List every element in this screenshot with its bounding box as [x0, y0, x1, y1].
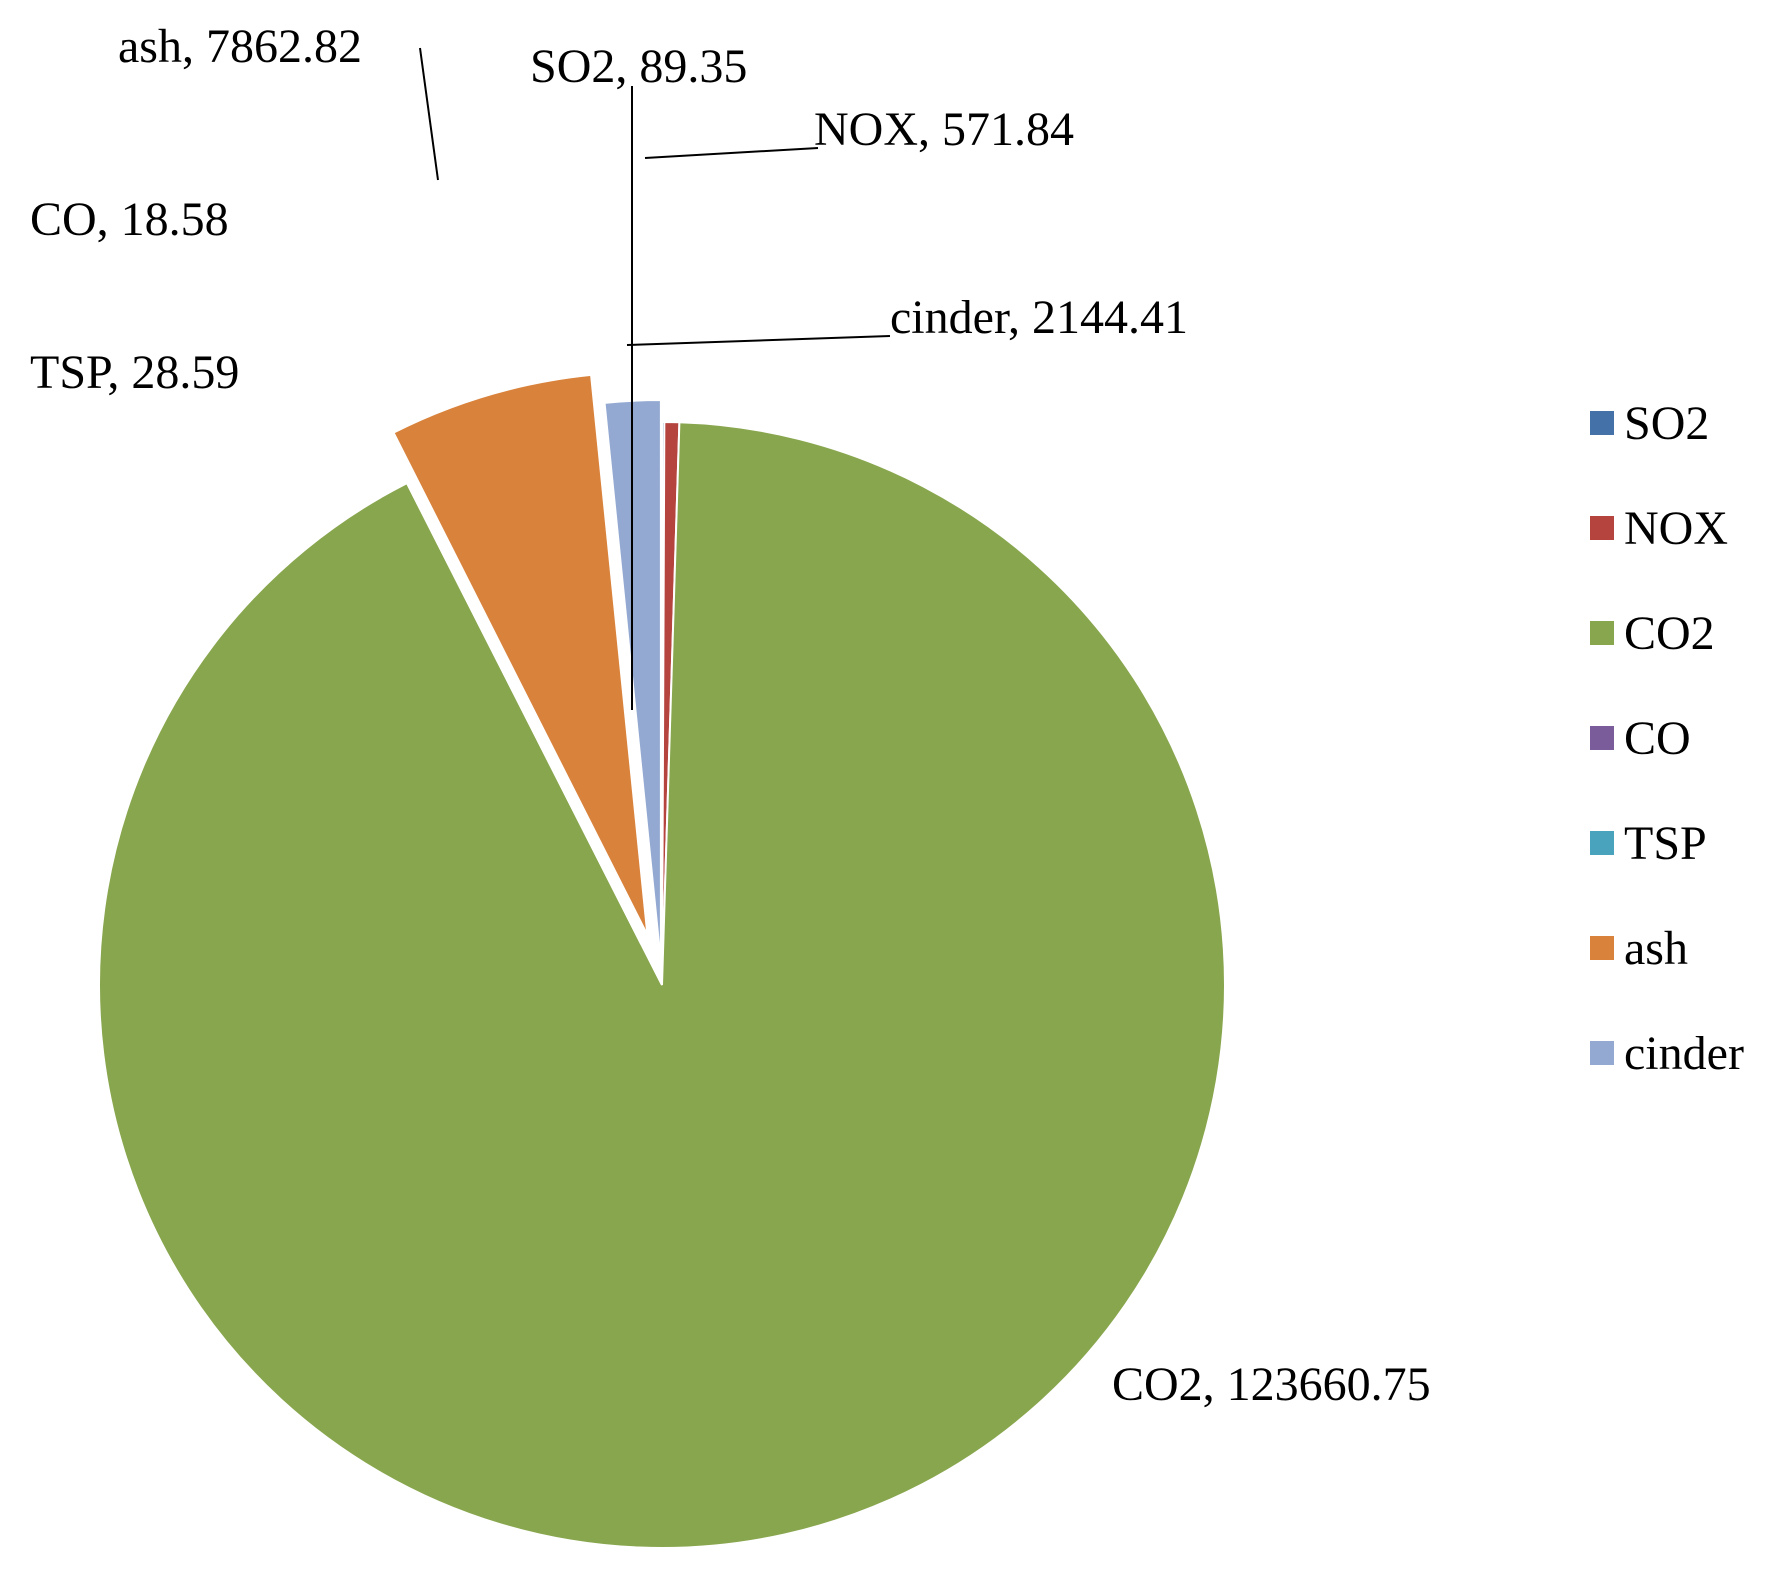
legend-swatch-co2	[1590, 621, 1614, 645]
data-label-cinder: cinder, 2144.41	[890, 291, 1188, 344]
data-label-nox: NOX, 571.84	[814, 103, 1074, 156]
pie-slice-tsp	[385, 440, 643, 945]
legend-swatch-so2	[1590, 411, 1614, 435]
legend-label-cinder: cinder	[1624, 1027, 1744, 1080]
slices-layer	[98, 373, 1226, 1549]
legend-label-nox: NOX	[1624, 502, 1728, 555]
legend-label-co2: CO2	[1624, 607, 1715, 660]
leader-line-ash	[419, 47, 439, 181]
legend-swatch-co	[1590, 726, 1614, 750]
legend-label-so2: SO2	[1624, 397, 1709, 450]
data-label-co2: CO2, 123660.75	[1112, 1358, 1431, 1411]
data-label-so2: SO2, 89.35	[530, 40, 747, 93]
legend-swatch-tsp	[1590, 831, 1614, 855]
data-label-tsp: TSP, 28.59	[30, 346, 239, 399]
pie-slice-ash	[392, 373, 649, 936]
legend-label-ash: ash	[1624, 922, 1688, 975]
legend-swatch-ash	[1590, 936, 1614, 960]
data-labels-layer: SO2, 89.35 NOX, 571.84 CO2, 123660.75 CO, 1…	[30, 20, 1431, 1411]
data-label-ash: ash, 7862.82	[118, 20, 362, 73]
legend-swatch-cinder	[1590, 1041, 1614, 1065]
leader-lines-layer	[419, 47, 891, 710]
legend-label-tsp: TSP	[1624, 817, 1707, 870]
data-label-co: CO, 18.58	[30, 193, 229, 246]
legend-swatch-nox	[1590, 516, 1614, 540]
pie-slice-co2	[98, 421, 1226, 1549]
legend: SO2 NOX CO2 CO TSP ash cinder	[1590, 397, 1744, 1080]
leader-line-cinder	[626, 335, 891, 346]
legend-label-co: CO	[1624, 712, 1691, 765]
leader-line-nox	[644, 147, 819, 159]
